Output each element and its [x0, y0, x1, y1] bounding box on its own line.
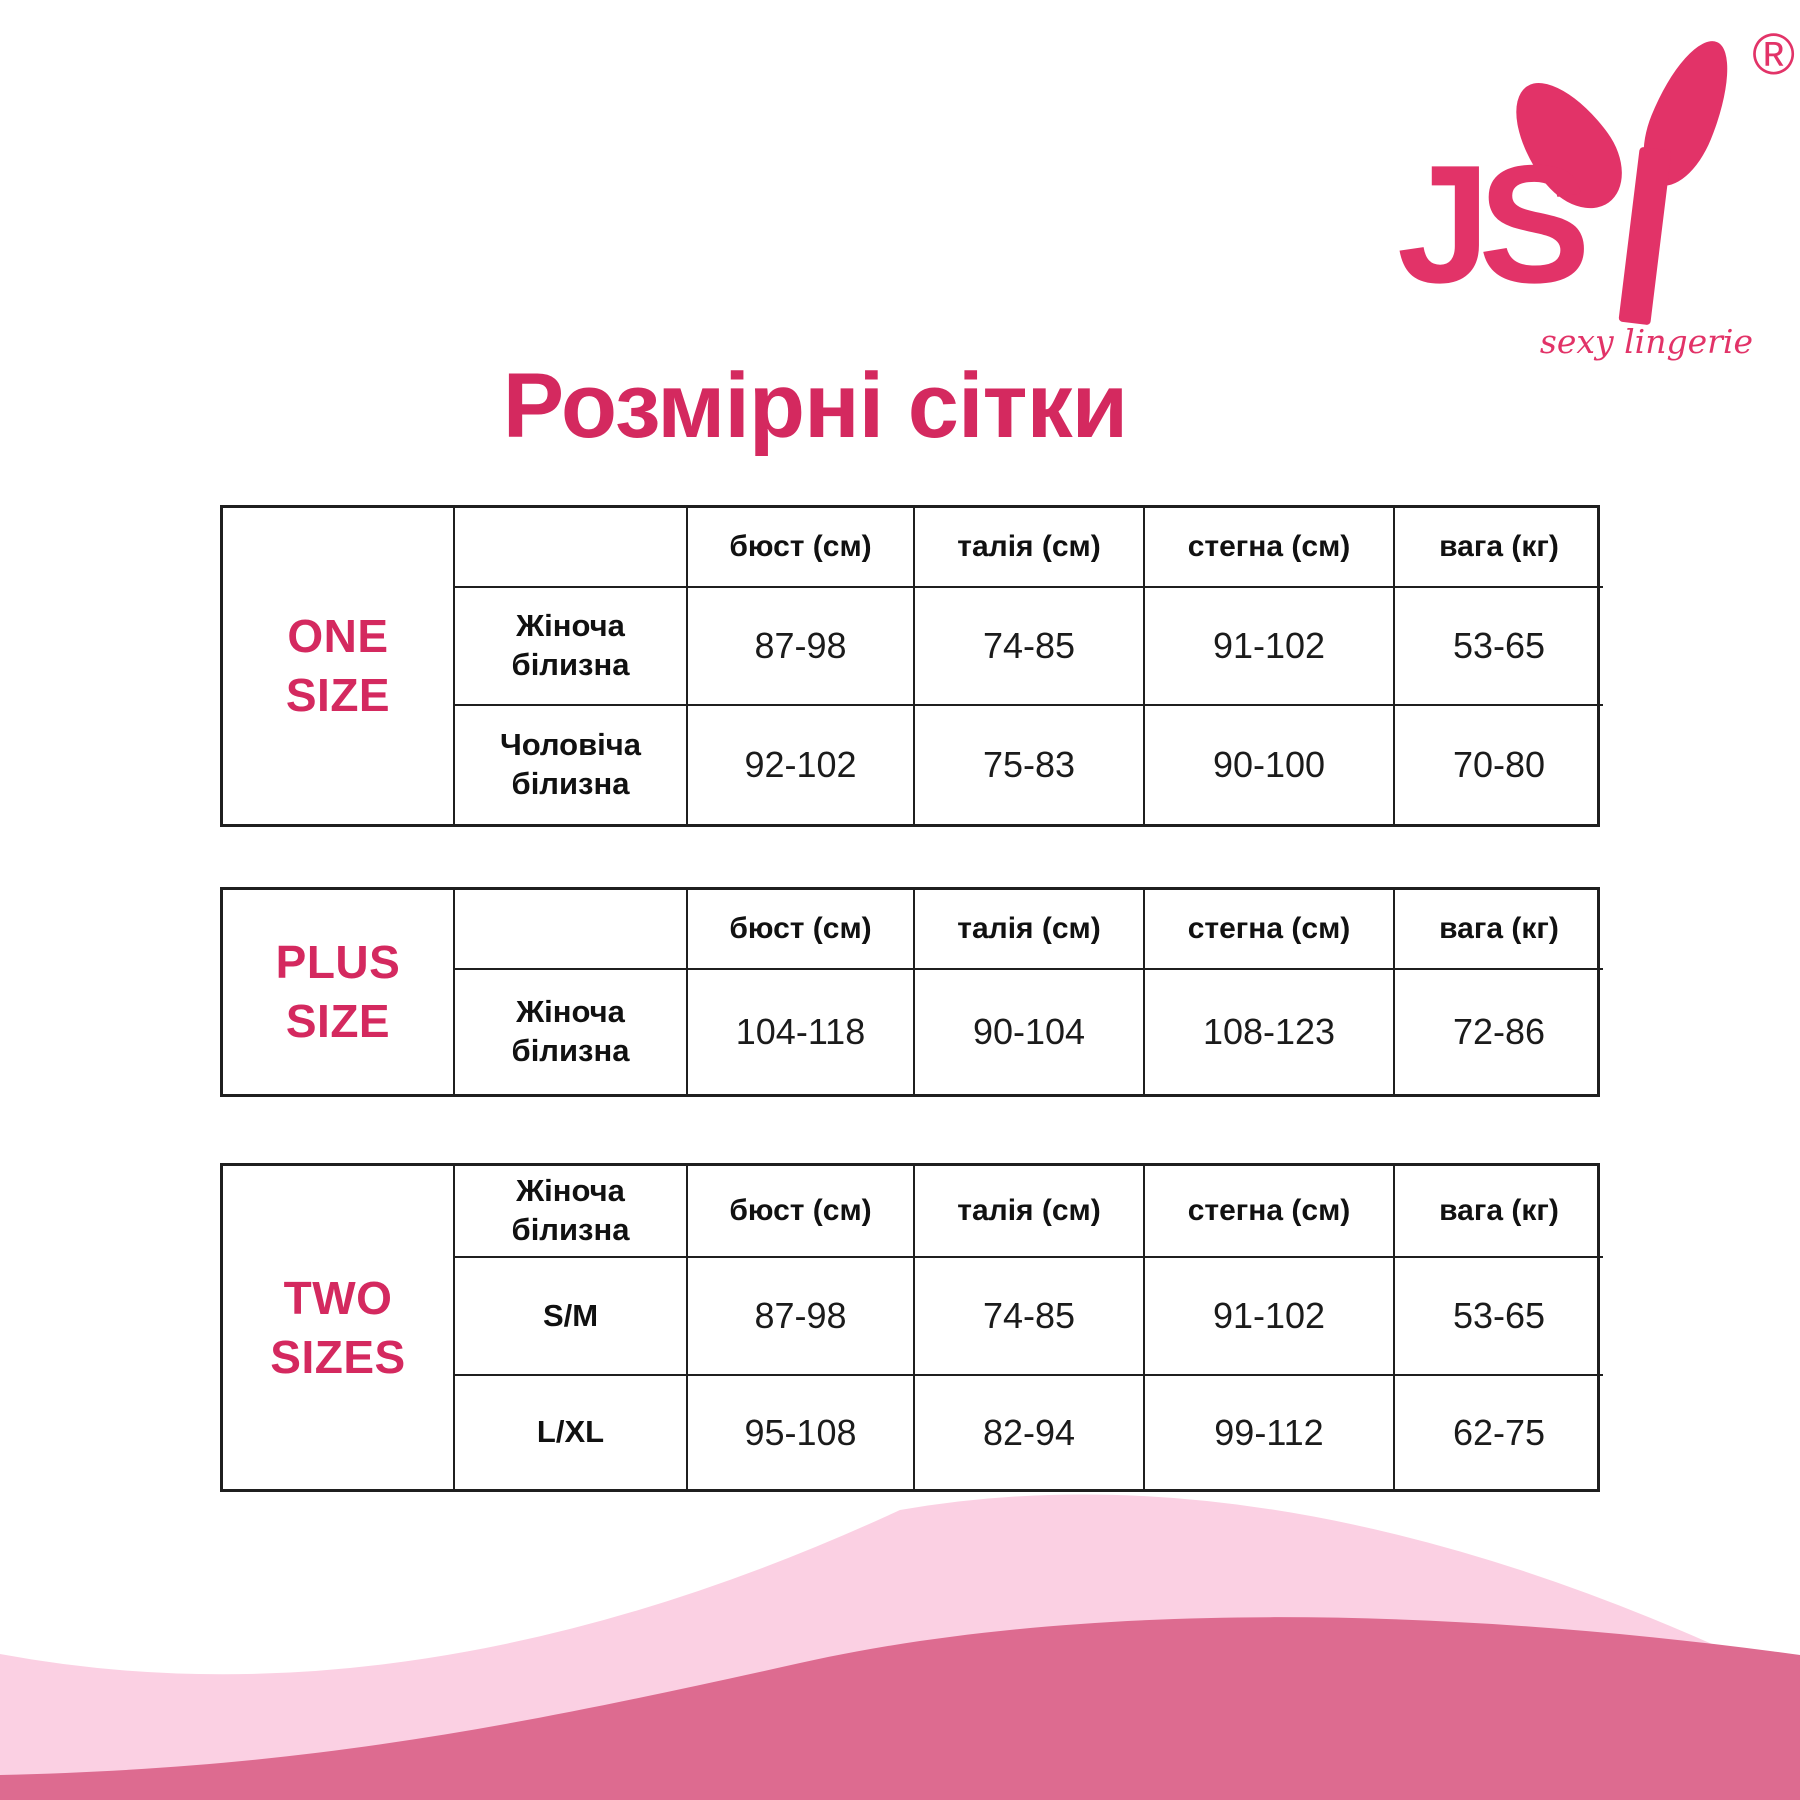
logo-text: JS: [1397, 130, 1590, 318]
row-label: L/XL: [453, 1374, 686, 1489]
table-cell: 53-65: [1393, 1256, 1603, 1374]
size-group-label: TWO SIZES: [223, 1166, 453, 1489]
table-cell: 62-75: [1393, 1374, 1603, 1489]
column-header-bust: бюст (см): [686, 508, 913, 586]
table-cell: 87-98: [686, 586, 913, 704]
table-cell: 90-100: [1143, 704, 1393, 824]
column-header-waist: талія (см): [913, 1166, 1143, 1256]
row-label: Чоловіча білизна: [453, 704, 686, 824]
jsy-logo-mark: JS ®: [1385, 22, 1795, 332]
one-size-table: ONE SIZE бюст (см) талія (см) стегна (см…: [220, 505, 1603, 827]
column-header-hips: стегна (см): [1143, 890, 1393, 968]
size-group-label: PLUS SIZE: [223, 890, 453, 1094]
table-cell: 70-80: [1393, 704, 1603, 824]
page-title: Розмірні сітки: [502, 355, 1128, 457]
size-label-line: SIZE: [285, 995, 391, 1047]
table-cell: 92-102: [686, 704, 913, 824]
table-cell: 53-65: [1393, 586, 1603, 704]
row-label: Жіноча білизна: [453, 586, 686, 704]
size-label-line: PLUS: [275, 936, 401, 989]
two-sizes-table: TWO SIZES Жіноча білизна бюст (см) талія…: [220, 1163, 1603, 1492]
size-label-line: TWO: [283, 1271, 393, 1324]
row-label: Жіноча білизна: [453, 968, 686, 1094]
table-cell: 108-123: [1143, 968, 1393, 1094]
table-cell: 74-85: [913, 1256, 1143, 1374]
table-cell: 82-94: [913, 1374, 1143, 1489]
size-label-line: SIZE: [285, 669, 391, 721]
column-header-hips: стегна (см): [1143, 508, 1393, 586]
size-label-line: ONE: [287, 610, 389, 663]
logo-y-stem: [1618, 146, 1672, 326]
column-header-weight: вага (кг): [1393, 890, 1603, 968]
column-header-weight: вага (кг): [1393, 1166, 1603, 1256]
wave-decoration: [0, 1494, 1800, 1800]
brand-tagline: sexy lingerie: [1539, 322, 1753, 361]
table-cell: 87-98: [686, 1256, 913, 1374]
registered-trademark-icon: ®: [1752, 22, 1795, 87]
column-header-weight: вага (кг): [1393, 508, 1603, 586]
table-cell: 90-104: [913, 968, 1143, 1094]
column-header-bust: бюст (см): [686, 890, 913, 968]
table-cell: 91-102: [1143, 586, 1393, 704]
column-header-hips: стегна (см): [1143, 1166, 1393, 1256]
table-cell: 91-102: [1143, 1256, 1393, 1374]
column-header-bust: бюст (см): [686, 1166, 913, 1256]
table-cell: 74-85: [913, 586, 1143, 704]
size-label-line: SIZES: [270, 1330, 406, 1383]
column-header-empty: [453, 890, 686, 968]
table-cell: 95-108: [686, 1374, 913, 1489]
column-header-waist: талія (см): [913, 508, 1143, 586]
size-group-label: ONE SIZE: [223, 508, 453, 824]
table-cell: 75-83: [913, 704, 1143, 824]
row-label: S/M: [453, 1256, 686, 1374]
column-header-category: Жіноча білизна: [453, 1166, 686, 1256]
column-header-empty: [453, 508, 686, 586]
table-cell: 104-118: [686, 968, 913, 1094]
plus-size-table: PLUS SIZE бюст (см) талія (см) стегна (с…: [220, 887, 1603, 1097]
brand-logo: JS ® sexy lingerie: [1385, 22, 1795, 382]
table-cell: 72-86: [1393, 968, 1603, 1094]
column-header-waist: талія (см): [913, 890, 1143, 968]
wave-dark: [0, 1617, 1800, 1800]
table-cell: 99-112: [1143, 1374, 1393, 1489]
